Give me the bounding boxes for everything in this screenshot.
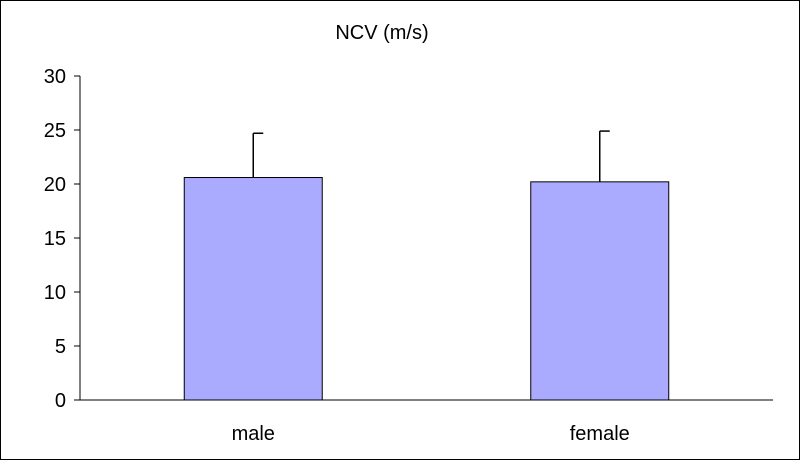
bar-male: [183, 177, 323, 401]
x-tick-label-female: female: [570, 423, 630, 445]
y-tick-label: 10: [44, 282, 66, 304]
chart-title: NCV (m/s): [335, 22, 428, 44]
bars-layer: [183, 177, 670, 401]
y-tick-label: 30: [44, 66, 66, 88]
y-tick-label: 25: [44, 120, 66, 142]
y-tick-label: 20: [44, 174, 66, 196]
x-tick-labels: male female: [232, 423, 630, 445]
y-tick-label: 0: [55, 390, 66, 412]
y-tick-label: 15: [44, 228, 66, 250]
y-ticks: 0 5 10 15 20 25 30: [44, 66, 80, 412]
bar-female: [530, 181, 670, 401]
x-tick-label-male: male: [232, 423, 275, 445]
y-tick-label: 5: [55, 336, 66, 358]
error-bars-layer: [252, 130, 610, 182]
